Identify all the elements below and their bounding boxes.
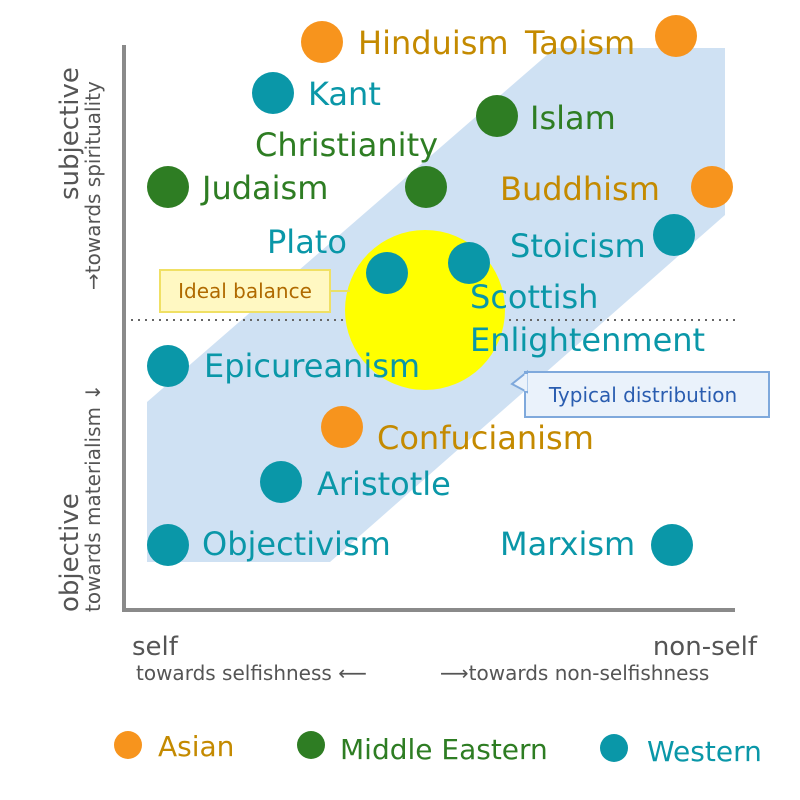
legend-middle-eastern-label: Middle Eastern	[340, 733, 548, 766]
kant-label: Kant	[308, 75, 381, 113]
taoism-dot	[655, 15, 697, 57]
x-axis-right-label: non-self	[653, 632, 758, 662]
christianity-label: Christianity	[255, 126, 438, 164]
epicureanism-dot	[147, 345, 189, 387]
x-axis-left-sublabel: towards selfishness ⟵	[136, 661, 367, 685]
x-axis-left-label: self	[132, 632, 179, 662]
buddhism-dot	[691, 166, 733, 208]
ideal-balance-text: Ideal balance	[178, 279, 312, 303]
scottish-label: Scottish	[470, 278, 598, 316]
legend-asian-dot	[114, 731, 142, 759]
points-layer: Hinduism Taoism Kant Islam Christianity Judai…	[147, 15, 733, 566]
judaism-dot	[147, 166, 189, 208]
plato-dot	[366, 252, 408, 294]
marxism-dot	[651, 524, 693, 566]
y-axis-bottom-sublabel: towards materialism ↓	[81, 384, 105, 612]
islam-label: Islam	[530, 99, 616, 137]
scottish-dot	[448, 242, 490, 284]
y-axis-top-sublabel: →towards spirituality	[81, 81, 105, 290]
legend-western-label: Western	[647, 735, 762, 768]
taoism-label: Taoism	[524, 24, 635, 62]
hinduism-dot	[301, 21, 343, 63]
christianity-dot	[405, 166, 447, 208]
kant-dot	[252, 72, 294, 114]
confucianism-label: Confucianism	[377, 419, 594, 457]
ideal-balance-box	[159, 269, 331, 313]
judaism-label: Judaism	[200, 169, 328, 207]
marxism-label: Marxism	[500, 525, 635, 563]
legend-middle-eastern-dot	[297, 731, 325, 759]
typical-distribution-box	[524, 371, 770, 418]
objectivism-dot	[147, 524, 189, 566]
legend-asian-label: Asian	[158, 730, 234, 763]
stoicism-label: Stoicism	[510, 227, 646, 265]
confucianism-dot	[321, 406, 363, 448]
stoicism-dot	[653, 214, 695, 256]
epicureanism-label: Epicureanism	[204, 347, 420, 385]
hinduism-label: Hinduism	[358, 24, 509, 62]
typical-distribution-text: Typical distribution	[548, 383, 737, 407]
legend: Asian Middle Eastern Western	[114, 730, 762, 768]
legend-western-dot	[600, 734, 628, 762]
y-axis-bottom-label: objective	[55, 493, 85, 612]
islam-dot	[476, 95, 518, 137]
y-axis-top-label: subjective	[55, 67, 85, 200]
aristotle-label: Aristotle	[317, 465, 451, 503]
x-axis-right-sublabel: ⟶towards non-selfishness	[440, 661, 709, 685]
plato-label: Plato	[267, 223, 347, 261]
objectivism-label: Objectivism	[202, 525, 391, 563]
enlightenment-label: Enlightenment	[470, 321, 705, 359]
buddhism-label: Buddhism	[500, 170, 660, 208]
aristotle-dot	[260, 461, 302, 503]
